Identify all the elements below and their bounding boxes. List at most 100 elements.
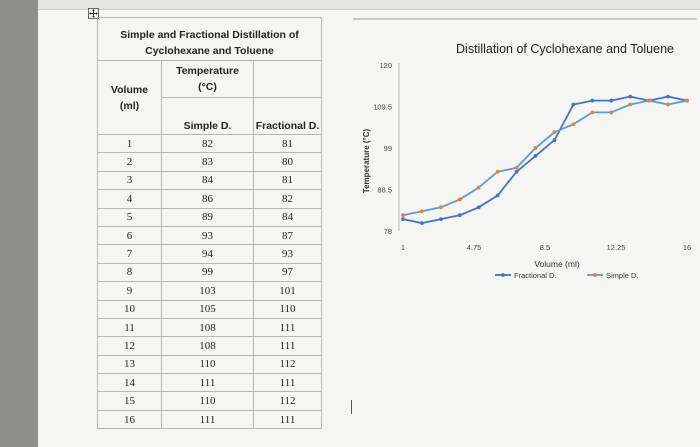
y-tick-label: 88.5: [377, 186, 392, 195]
simple-d-data-point: [438, 205, 443, 210]
volume-header-cell[interactable]: Volume (ml): [97, 60, 162, 135]
simple-cell[interactable]: 93: [161, 225, 254, 246]
fractional-d-data-point: [476, 205, 481, 210]
table-row: 11 108 111: [97, 317, 322, 338]
volume-cell[interactable]: 7: [97, 244, 162, 264]
y-tick-label: 78: [384, 227, 392, 236]
volume-cell[interactable]: 2: [97, 152, 162, 172]
table-row: 13 110 112: [97, 354, 322, 375]
fractional-cell[interactable]: 112: [253, 354, 322, 375]
simple-cell[interactable]: 111: [161, 373, 254, 393]
fractional-d-data-point: [401, 217, 405, 222]
fractional-cell[interactable]: 111: [253, 373, 322, 393]
volume-cell[interactable]: 14: [97, 373, 162, 393]
simple-cell[interactable]: 94: [161, 244, 254, 264]
fractional-cell[interactable]: 82: [253, 189, 322, 209]
fractional-cell[interactable]: 101: [253, 281, 322, 301]
volume-cell[interactable]: 10: [97, 299, 162, 319]
volume-cell[interactable]: 3: [97, 170, 162, 191]
fractional-cell[interactable]: 81: [253, 170, 322, 191]
volume-header-label: Volume: [110, 83, 149, 96]
fractional-cell[interactable]: 97: [253, 262, 322, 283]
simple-d-data-point: [590, 110, 595, 115]
simple-d-data-point: [552, 130, 557, 135]
simple-cell[interactable]: 83: [161, 152, 254, 172]
simple-d-data-point: [571, 122, 576, 127]
table-title-row: Simple and Fractional Distillation of Cy…: [97, 17, 322, 61]
table-row: 4 86 82: [97, 189, 322, 209]
fractional-cell[interactable]: 84: [253, 207, 322, 227]
volume-cell[interactable]: 6: [97, 225, 162, 246]
y-tick-label: 120: [379, 61, 392, 70]
table-header-row-1: Volume (ml) Temperature (°C): [97, 60, 322, 135]
table-row: 16 111 111: [97, 409, 322, 430]
fractional-d-data-point: [457, 213, 462, 218]
temperature-header-unit: (°C): [198, 81, 217, 93]
table-row: 5 89 84: [97, 207, 322, 227]
simple-cell[interactable]: 105: [161, 299, 254, 319]
simple-cell[interactable]: 103: [161, 281, 254, 301]
x-tick-labels: 1 4.75 8.5 12.25 16: [401, 243, 691, 252]
volume-cell[interactable]: 16: [97, 409, 162, 430]
simple-d-data-point: [420, 209, 424, 214]
volume-cell[interactable]: 8: [97, 262, 162, 283]
simple-cell[interactable]: 110: [161, 354, 254, 375]
simple-cell[interactable]: 89: [161, 207, 254, 227]
fractional-cell[interactable]: 87: [253, 225, 322, 246]
fractional-header-cell[interactable]: Fractional D.: [253, 97, 322, 135]
table-row: 3 84 81: [97, 170, 322, 191]
simple-cell[interactable]: 82: [161, 133, 254, 154]
simple-cell[interactable]: 86: [161, 189, 254, 209]
y-tick-label: 109.5: [373, 103, 392, 112]
temperature-header-cell[interactable]: Temperature (°C): [161, 60, 254, 98]
distillation-data-table[interactable]: Simple and Fractional Distillation of Cy…: [97, 17, 322, 430]
volume-cell[interactable]: 13: [97, 354, 162, 375]
chart-title: Distillation of Cyclohexane and Toluene: [456, 42, 674, 56]
simple-cell[interactable]: 111: [161, 409, 254, 430]
volume-cell[interactable]: 1: [97, 133, 162, 154]
series-layer: [401, 94, 689, 225]
simple-cell[interactable]: 108: [161, 336, 254, 356]
fractional-cell[interactable]: 111: [253, 317, 322, 338]
empty-header-cell[interactable]: [253, 60, 322, 98]
fractional-cell[interactable]: 112: [253, 391, 322, 411]
fractional-d-data-point: [609, 98, 614, 103]
volume-cell[interactable]: 15: [97, 391, 162, 411]
simple-d-data-point: [401, 213, 405, 218]
fractional-d-legend-label: Fractional D.: [514, 271, 557, 280]
table-row: 2 83 80: [97, 152, 322, 172]
fractional-cell[interactable]: 81: [253, 133, 322, 154]
fractional-cell[interactable]: 111: [253, 336, 322, 356]
volume-cell[interactable]: 11: [97, 317, 162, 338]
volume-cell[interactable]: 5: [97, 207, 162, 227]
text-cursor: [351, 400, 352, 414]
volume-header-unit: (ml): [119, 99, 140, 112]
volume-cell[interactable]: 4: [97, 189, 162, 209]
fractional-d-data-point: [590, 98, 595, 103]
table-body: 1 82 81 2 83 80 3 84 81 4 86 82 5 89 84 6 93 87 7 94 93 8 99 97…: [97, 133, 322, 430]
fractional-cell[interactable]: 93: [253, 244, 322, 264]
table-row: 15 110 112: [97, 391, 322, 411]
simple-d-data-point: [666, 102, 670, 107]
fractional-d-data-point: [628, 94, 633, 99]
simple-cell[interactable]: 108: [161, 317, 254, 338]
fractional-cell[interactable]: 80: [253, 152, 322, 172]
simple-cell[interactable]: 110: [161, 391, 254, 411]
fractional-cell[interactable]: 111: [253, 409, 322, 430]
x-tick-label: 12.25: [607, 243, 626, 252]
simple-cell[interactable]: 99: [161, 262, 254, 283]
fractional-d-data-point: [438, 217, 443, 222]
simple-d-legend-label: Simple D.: [606, 271, 639, 280]
simple-header-cell[interactable]: Simple D.: [161, 97, 254, 135]
distillation-chart[interactable]: Distillation of Cyclohexane and Toluene …: [335, 13, 697, 295]
y-axis-label: Temperature (°C): [362, 128, 371, 193]
table-title-cell[interactable]: Simple and Fractional Distillation of Cy…: [97, 17, 322, 61]
fractional-d-data-point: [420, 221, 424, 225]
simple-cell[interactable]: 84: [161, 170, 254, 191]
volume-cell[interactable]: 12: [97, 336, 162, 356]
fractional-cell[interactable]: 110: [253, 299, 322, 319]
table-move-handle-icon[interactable]: [88, 8, 99, 19]
x-axis-label: Volume (ml): [534, 259, 580, 269]
volume-cell[interactable]: 9: [97, 281, 162, 301]
simple-d-data-point: [495, 169, 500, 174]
